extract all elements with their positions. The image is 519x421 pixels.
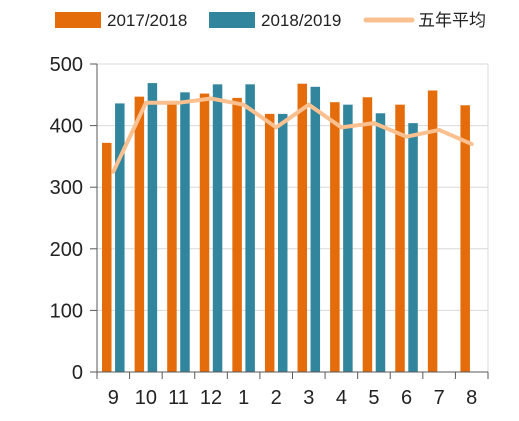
bar-series-0-7: [427, 90, 438, 372]
bar-series-1-4: [343, 104, 353, 372]
bar-series-0-4: [330, 102, 340, 372]
bar-series-1-10: [147, 83, 158, 372]
y-tick-label: 300: [50, 177, 83, 199]
y-tick-label: 400: [50, 116, 83, 138]
bars-layer: [102, 83, 470, 373]
bar-series-1-12: [212, 84, 223, 372]
bar-series-0-8: [460, 105, 470, 372]
x-tick-label: 10: [135, 387, 157, 409]
bar-series-1-3: [310, 86, 321, 373]
bar-series-1-5: [375, 113, 386, 372]
bar-series-0-6: [395, 104, 405, 372]
x-tick-label: 11: [168, 387, 189, 409]
y-tick-label: 100: [50, 300, 83, 322]
bar-series-0-3: [297, 83, 308, 372]
bar-series-0-11: [167, 100, 177, 373]
legend-label-1: 2018/2019: [261, 11, 341, 30]
bar-series-1-2: [277, 113, 288, 373]
bar-series-0-12: [199, 93, 210, 373]
bar-series-0-9: [102, 142, 112, 372]
x-tick-label: 12: [200, 387, 222, 409]
bar-series-1-11: [180, 92, 190, 372]
legend-swatch-1: [209, 12, 255, 28]
line-series-2: [111, 96, 474, 174]
x-tick-label: 9: [108, 387, 119, 409]
bar-series-0-10: [134, 96, 145, 372]
y-tick-label: 0: [72, 362, 83, 384]
x-tick-label: 8: [466, 387, 477, 409]
x-tick-label: 2: [271, 387, 282, 409]
legend: 2017/2018 2018/2019 五年平均: [55, 11, 486, 30]
legend-swatch-0: [55, 12, 101, 28]
x-tick-label: 5: [368, 387, 379, 409]
y-tick-label: 500: [50, 54, 83, 76]
x-tick-label: 7: [434, 387, 445, 409]
legend-label-2: 五年平均: [418, 11, 486, 30]
bar-series-1-6: [408, 123, 418, 372]
bar-series-0-2: [264, 113, 275, 373]
legend-label-0: 2017/2018: [107, 11, 187, 30]
grid-layer: [97, 63, 489, 372]
x-tick-label: 3: [303, 387, 314, 409]
bar-series-1-1: [245, 84, 255, 372]
x-tick-label: 6: [401, 387, 412, 409]
line-layer: [111, 96, 474, 174]
x-tick-label: 1: [238, 387, 249, 409]
bar-series-0-1: [232, 97, 242, 372]
x-tick-label: 4: [336, 387, 347, 409]
y-tick-label: 200: [50, 239, 83, 261]
bar-series-0-5: [362, 97, 373, 372]
bar-series-1-9: [115, 103, 125, 372]
